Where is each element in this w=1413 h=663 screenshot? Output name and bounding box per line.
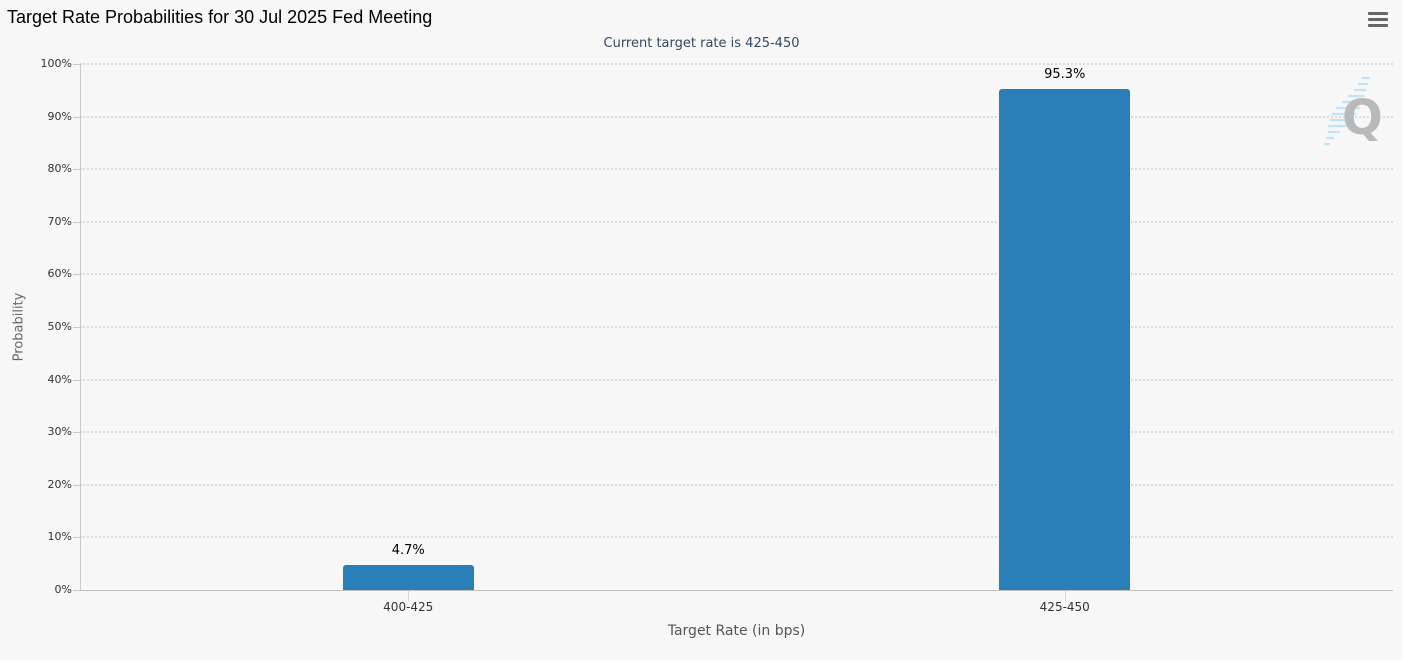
y-tick-label: 60% bbox=[47, 267, 72, 281]
x-axis-label: Target Rate (in bps) bbox=[667, 623, 806, 639]
y-tick-mark bbox=[73, 537, 80, 539]
y-tick-label: 30% bbox=[47, 425, 72, 439]
x-tick-label: 425-450 bbox=[1039, 600, 1090, 614]
y-tick-label: 90% bbox=[47, 109, 72, 123]
bar-425-450[interactable] bbox=[999, 88, 1131, 590]
grid-line bbox=[80, 536, 1393, 539]
chart-title: Target Rate Probabilities for 30 Jul 202… bbox=[7, 7, 433, 27]
y-tick-mark bbox=[73, 64, 80, 65]
y-tick-label: 50% bbox=[47, 320, 72, 333]
plot-area bbox=[80, 63, 1393, 590]
bar-data-label: 4.7% bbox=[391, 543, 425, 559]
y-tick-label: 10% bbox=[47, 530, 72, 544]
y-tick-mark bbox=[73, 432, 80, 434]
y-tick-mark bbox=[73, 379, 80, 381]
grid-line bbox=[80, 378, 1393, 381]
y-tick-mark bbox=[73, 221, 80, 223]
grid-line bbox=[80, 168, 1393, 171]
grid-line bbox=[80, 326, 1393, 328]
bar-400-425[interactable] bbox=[342, 565, 474, 590]
y-tick-mark bbox=[73, 274, 80, 276]
y-tick-mark bbox=[73, 116, 80, 118]
x-tick-mark bbox=[1064, 591, 1066, 601]
y-tick-label: 100% bbox=[40, 57, 72, 70]
x-tick-mark bbox=[408, 591, 410, 601]
y-tick-label: 40% bbox=[47, 372, 72, 386]
grid-line bbox=[80, 220, 1393, 223]
y-tick-label: 70% bbox=[47, 214, 72, 228]
x-axis-line bbox=[80, 590, 1393, 591]
hamburger-menu-icon[interactable] bbox=[1368, 12, 1388, 30]
grid-line bbox=[80, 63, 1393, 65]
y-tick-label: 0% bbox=[54, 583, 72, 596]
y-axis-line bbox=[80, 64, 81, 591]
cme-q-logo-icon: Q bbox=[1324, 76, 1383, 146]
y-tick-mark bbox=[73, 590, 80, 591]
grid-line bbox=[80, 273, 1393, 276]
y-tick-label: 80% bbox=[47, 162, 72, 176]
grid-line bbox=[80, 431, 1393, 434]
y-tick-mark bbox=[73, 484, 80, 486]
svg-text:Q: Q bbox=[1342, 90, 1383, 146]
x-tick-label: 400-425 bbox=[383, 600, 434, 614]
y-tick-mark bbox=[73, 327, 80, 328]
grid-line bbox=[80, 115, 1393, 118]
y-tick-mark bbox=[73, 169, 80, 171]
y-axis-label: Probability bbox=[11, 292, 27, 362]
chart-subtitle: Current target rate is 425-450 bbox=[603, 36, 800, 51]
y-tick-label: 20% bbox=[47, 477, 72, 491]
grid-line bbox=[80, 483, 1393, 486]
bar-data-label: 95.3% bbox=[1044, 66, 1086, 82]
